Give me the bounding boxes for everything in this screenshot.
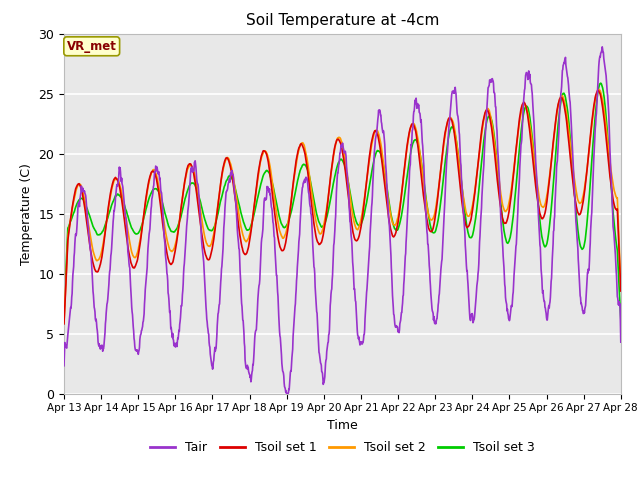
Tsoil set 3: [429, 229, 436, 235]
Tsoil set 3: [617, 316, 625, 322]
Line: Tair: Tair: [64, 47, 621, 394]
Tair: [429, 311, 437, 316]
Tsoil set 2: [551, 129, 559, 134]
Tsoil set 3: [184, 187, 191, 193]
Tair: [283, 391, 291, 396]
Tair: [502, 298, 509, 304]
Tsoil set 3: [60, 310, 68, 315]
X-axis label: Time: Time: [327, 419, 358, 432]
Tair: [551, 200, 559, 205]
Tsoil set 3: [502, 235, 509, 241]
Tsoil set 2: [246, 230, 254, 236]
Tair: [246, 374, 254, 380]
Tsoil set 3: [597, 80, 605, 86]
Line: Tsoil set 1: Tsoil set 1: [64, 90, 621, 324]
Tsoil set 2: [617, 283, 625, 289]
Legend: Tair, Tsoil set 1, Tsoil set 2, Tsoil set 3: Tair, Tsoil set 1, Tsoil set 2, Tsoil se…: [145, 436, 540, 459]
Tsoil set 1: [502, 220, 509, 226]
Title: Soil Temperature at -4cm: Soil Temperature at -4cm: [246, 13, 439, 28]
Tsoil set 1: [170, 253, 178, 259]
Tsoil set 1: [246, 235, 254, 240]
Tsoil set 1: [60, 321, 68, 327]
Tsoil set 2: [502, 209, 509, 215]
Tsoil set 1: [551, 127, 559, 132]
Tair: [617, 339, 625, 345]
Tsoil set 2: [184, 166, 191, 172]
Text: VR_met: VR_met: [67, 40, 116, 53]
Tair: [60, 363, 68, 369]
Line: Tsoil set 3: Tsoil set 3: [64, 83, 621, 319]
Tsoil set 3: [551, 165, 559, 170]
Line: Tsoil set 2: Tsoil set 2: [64, 89, 621, 323]
Tsoil set 1: [184, 163, 191, 169]
Tsoil set 1: [594, 87, 602, 93]
Tsoil set 2: [429, 216, 436, 222]
Tsoil set 3: [170, 229, 178, 235]
Tsoil set 2: [170, 245, 178, 251]
Tair: [598, 44, 606, 50]
Tsoil set 1: [617, 288, 625, 294]
Tsoil set 1: [429, 227, 436, 232]
Tsoil set 2: [595, 86, 603, 92]
Tair: [170, 340, 178, 346]
Y-axis label: Temperature (C): Temperature (C): [20, 163, 33, 264]
Tsoil set 3: [246, 225, 254, 231]
Tsoil set 2: [60, 320, 68, 325]
Tair: [184, 208, 191, 214]
